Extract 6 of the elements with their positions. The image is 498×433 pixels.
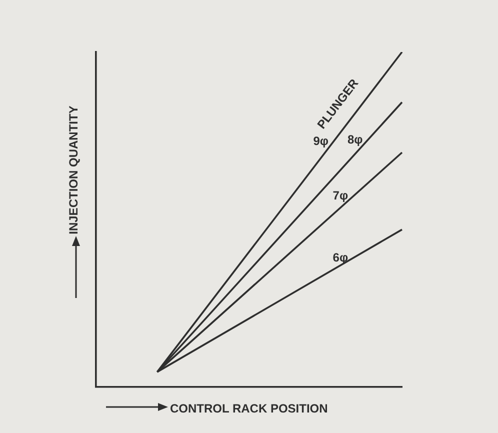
- y-axis-title: INJECTION QUANTITY: [66, 106, 80, 234]
- series-label: 6φ: [332, 250, 348, 264]
- series-label: 8φ: [347, 132, 364, 146]
- x-axis-title: CONTROL RACK POSITION: [170, 401, 328, 416]
- series-label: 7φ: [332, 188, 348, 203]
- series-label: 9φ: [313, 134, 329, 148]
